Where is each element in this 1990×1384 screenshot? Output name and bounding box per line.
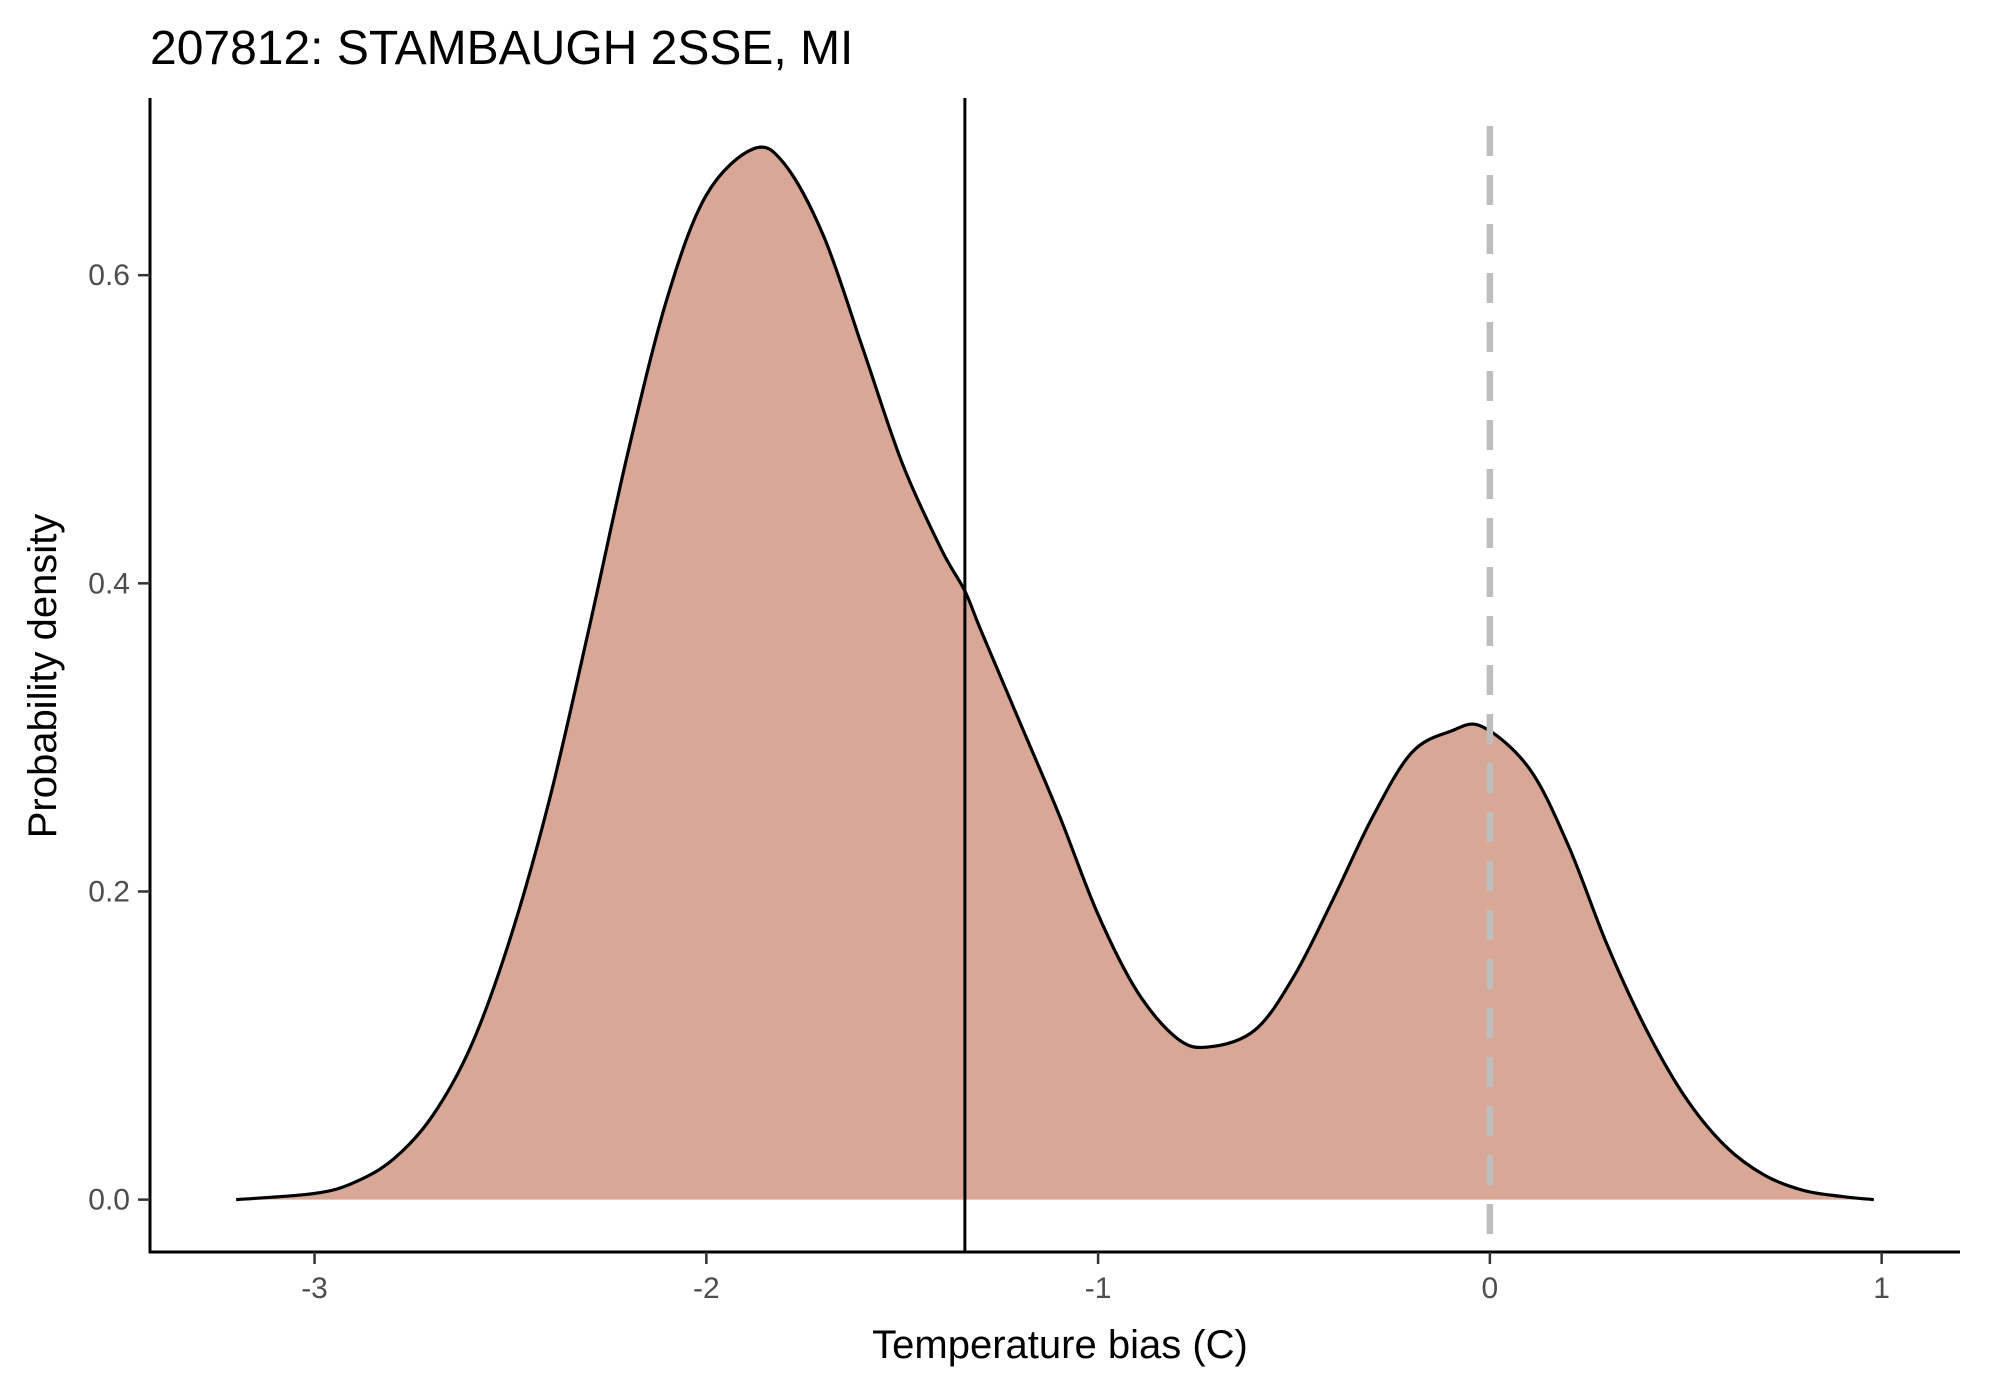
x-tick-label: -1 <box>1085 1272 1112 1305</box>
x-tick-label: 0 <box>1482 1272 1499 1305</box>
y-axis-title: Probability density <box>21 514 65 839</box>
x-tick-label: 1 <box>1873 1272 1890 1305</box>
y-tick-label: 0.2 <box>88 875 130 908</box>
plot-area <box>236 98 1874 1252</box>
x-axis-ticks: -3 -2 -1 0 1 <box>301 1252 1890 1305</box>
chart-title: 207812: STAMBAUGH 2SSE, MI <box>150 22 853 75</box>
y-tick-label: 0.0 <box>88 1184 130 1217</box>
x-axis-title: Temperature bias (C) <box>872 1323 1248 1367</box>
x-tick-label: -3 <box>301 1272 328 1305</box>
x-tick-label: -2 <box>693 1272 720 1305</box>
y-tick-label: 0.6 <box>88 259 130 292</box>
y-axis-ticks: 0.0 0.2 0.4 0.6 <box>88 259 150 1217</box>
y-tick-label: 0.4 <box>88 567 130 600</box>
density-area <box>236 147 1874 1200</box>
density-line <box>236 145 1874 1202</box>
